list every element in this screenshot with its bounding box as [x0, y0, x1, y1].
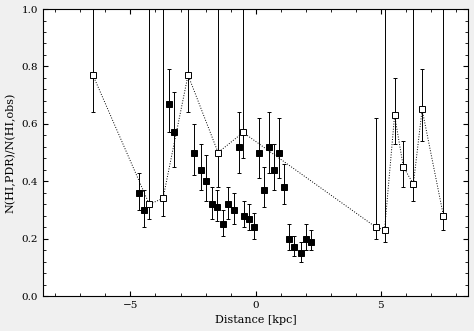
Y-axis label: N(HI,PDR)/N(HI,obs): N(HI,PDR)/N(HI,obs) — [6, 92, 16, 213]
X-axis label: Distance [kpc]: Distance [kpc] — [215, 315, 297, 325]
